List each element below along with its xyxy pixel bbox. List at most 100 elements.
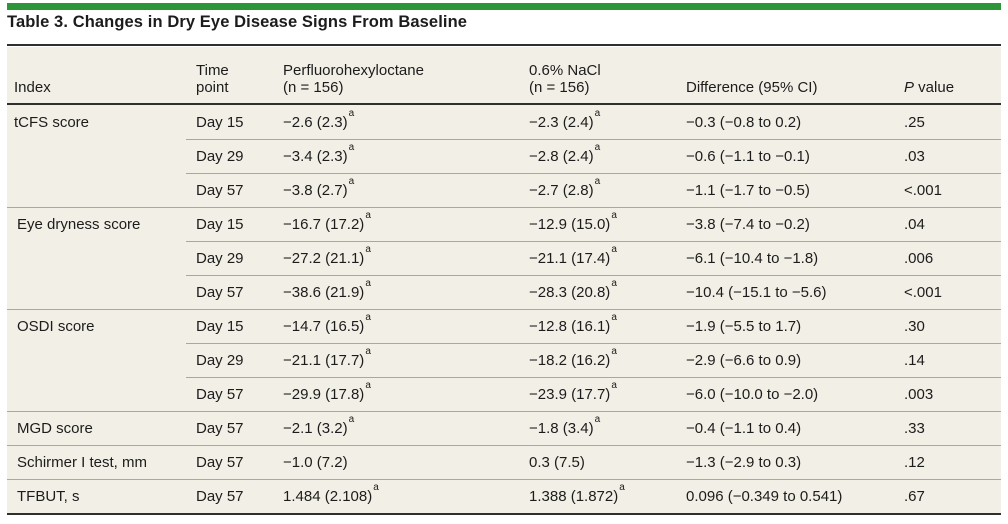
cell-perfluorohexyloctane: −38.6 (21.9)a: [283, 277, 371, 301]
footnote-marker: a: [611, 345, 617, 357]
cell-p-value: .04: [904, 215, 925, 233]
footnote-marker: a: [348, 413, 355, 425]
table-title: Table 3. Changes in Dry Eye Disease Sign…: [7, 13, 468, 31]
row-divider: [186, 173, 1001, 174]
footnote-marker: a: [594, 175, 601, 187]
table-row: MGD score Day 57 −2.1 (3.2)a −1.8 (3.4)a −0.…: [7, 411, 1001, 445]
column-header: 0.6% NaCl (n = 156): [529, 62, 601, 96]
cell-time-point: Day 29: [196, 249, 244, 267]
cell-time-point: Day 57: [196, 419, 244, 437]
cell-difference: −0.6 (−1.1 to −0.1): [686, 147, 810, 165]
footnote-marker: a: [348, 107, 355, 119]
cell-perfluorohexyloctane: −21.1 (17.7)a: [283, 345, 371, 369]
footnote-marker: a: [365, 345, 371, 357]
row-divider: [7, 445, 1001, 446]
cell-nacl: −12.9 (15.0)a: [529, 209, 617, 233]
cell-difference: −1.9 (−5.5 to 1.7): [686, 317, 802, 335]
cell-index: TFBUT, s: [17, 487, 80, 505]
table-row: tCFS score Day 15 −2.6 (2.3)a −2.3 (2.4)a −0…: [7, 105, 1001, 139]
table-row: Schirmer I test, mm Day 57 −1.0 (7.2) 0.3 (…: [7, 445, 1001, 479]
cell-p-value: .67: [904, 487, 925, 505]
cell-nacl: −1.8 (3.4)a: [529, 413, 601, 437]
cell-index: MGD score: [17, 419, 93, 437]
footnote-marker: a: [611, 243, 617, 255]
accent-top-bar: [7, 3, 1001, 10]
footnote-marker: a: [365, 311, 371, 323]
row-divider: [186, 275, 1001, 276]
footnote-marker: a: [373, 481, 379, 493]
footnote-marker: a: [365, 243, 371, 255]
column-header: Perfluorohexyloctane (n = 156): [283, 62, 424, 96]
row-divider: [7, 309, 1001, 310]
table-row: Day 57 −3.8 (2.7)a −2.7 (2.8)a −1.1 (−1.7 t…: [7, 173, 1001, 207]
cell-p-value: .33: [904, 419, 925, 437]
cell-time-point: Day 15: [196, 317, 244, 335]
cell-difference: 0.096 (−0.349 to 0.541): [686, 487, 843, 505]
row-divider: [186, 241, 1001, 242]
footnote-marker: a: [594, 141, 601, 153]
cell-p-value: .03: [904, 147, 925, 165]
column-header: P value: [904, 79, 955, 96]
cell-nacl: −28.3 (20.8)a: [529, 277, 617, 301]
table-row: Day 29 −21.1 (17.7)a −18.2 (16.2)a −2.9 (−6…: [7, 343, 1001, 377]
table-row: OSDI score Day 15 −14.7 (16.5)a −12.8 (16.1…: [7, 309, 1001, 343]
cell-perfluorohexyloctane: −2.1 (3.2)a: [283, 413, 355, 437]
footnote-marker: a: [611, 379, 617, 391]
cell-time-point: Day 15: [196, 215, 244, 233]
cell-p-value: .25: [904, 113, 925, 131]
cell-p-value: <.001: [904, 283, 942, 301]
cell-nacl: −18.2 (16.2)a: [529, 345, 617, 369]
cell-difference: −1.1 (−1.7 to −0.5): [686, 181, 810, 199]
footnote-marker: a: [594, 107, 601, 119]
cell-difference: −1.3 (−2.9 to 0.3): [686, 453, 802, 471]
cell-p-value: <.001: [904, 181, 942, 199]
row-divider: [7, 479, 1001, 480]
cell-nacl: −21.1 (17.4)a: [529, 243, 617, 267]
row-divider: [7, 207, 1001, 208]
table-row: Day 29 −3.4 (2.3)a −2.8 (2.4)a −0.6 (−1.1 t…: [7, 139, 1001, 173]
cell-perfluorohexyloctane: −29.9 (17.8)a: [283, 379, 371, 403]
cell-nacl: 0.3 (7.5): [529, 453, 585, 471]
cell-time-point: Day 57: [196, 385, 244, 403]
cell-p-value: .006: [904, 249, 934, 267]
title-rule: [7, 44, 1001, 46]
row-divider: [7, 411, 1001, 412]
cell-difference: −6.0 (−10.0 to −2.0): [686, 385, 819, 403]
column-header: Time point: [196, 62, 229, 96]
table-row: Day 57 −38.6 (21.9)a −28.3 (20.8)a −10.4 (−…: [7, 275, 1001, 309]
cell-time-point: Day 57: [196, 283, 244, 301]
cell-nacl: −2.8 (2.4)a: [529, 141, 601, 165]
cell-perfluorohexyloctane: 1.484 (2.108)a: [283, 481, 379, 505]
cell-perfluorohexyloctane: −3.8 (2.7)a: [283, 175, 355, 199]
cell-perfluorohexyloctane: −1.0 (7.2): [283, 453, 348, 471]
cell-nacl: −12.8 (16.1)a: [529, 311, 617, 335]
cell-p-value: .14: [904, 351, 925, 369]
cell-difference: −0.3 (−0.8 to 0.2): [686, 113, 802, 131]
cell-perfluorohexyloctane: −14.7 (16.5)a: [283, 311, 371, 335]
cell-time-point: Day 15: [196, 113, 244, 131]
cell-time-point: Day 29: [196, 147, 244, 165]
cell-difference: −6.1 (−10.4 to −1.8): [686, 249, 819, 267]
footnote-marker: a: [365, 277, 371, 289]
cell-index: Schirmer I test, mm: [17, 453, 148, 471]
cell-p-value: .12: [904, 453, 925, 471]
footnote-marker: a: [611, 311, 617, 323]
column-header: Index: [14, 79, 51, 96]
cell-index: tCFS score: [14, 113, 90, 131]
footnote-marker: a: [611, 277, 617, 289]
cell-perfluorohexyloctane: −3.4 (2.3)a: [283, 141, 355, 165]
cell-difference: −10.4 (−15.1 to −5.6): [686, 283, 827, 301]
cell-time-point: Day 57: [196, 453, 244, 471]
cell-p-value: .30: [904, 317, 925, 335]
footnote-marker: a: [365, 209, 371, 221]
cell-time-point: Day 29: [196, 351, 244, 369]
cell-perfluorohexyloctane: −16.7 (17.2)a: [283, 209, 371, 233]
cell-perfluorohexyloctane: −27.2 (21.1)a: [283, 243, 371, 267]
cell-time-point: Day 57: [196, 181, 244, 199]
column-header: Difference (95% CI): [686, 79, 818, 96]
table-row: TFBUT, s Day 57 1.484 (2.108)a 1.388 (1.872…: [7, 479, 1001, 513]
cell-p-value: .003: [904, 385, 934, 403]
row-divider: [186, 139, 1001, 140]
cell-difference: −0.4 (−1.1 to 0.4): [686, 419, 802, 437]
